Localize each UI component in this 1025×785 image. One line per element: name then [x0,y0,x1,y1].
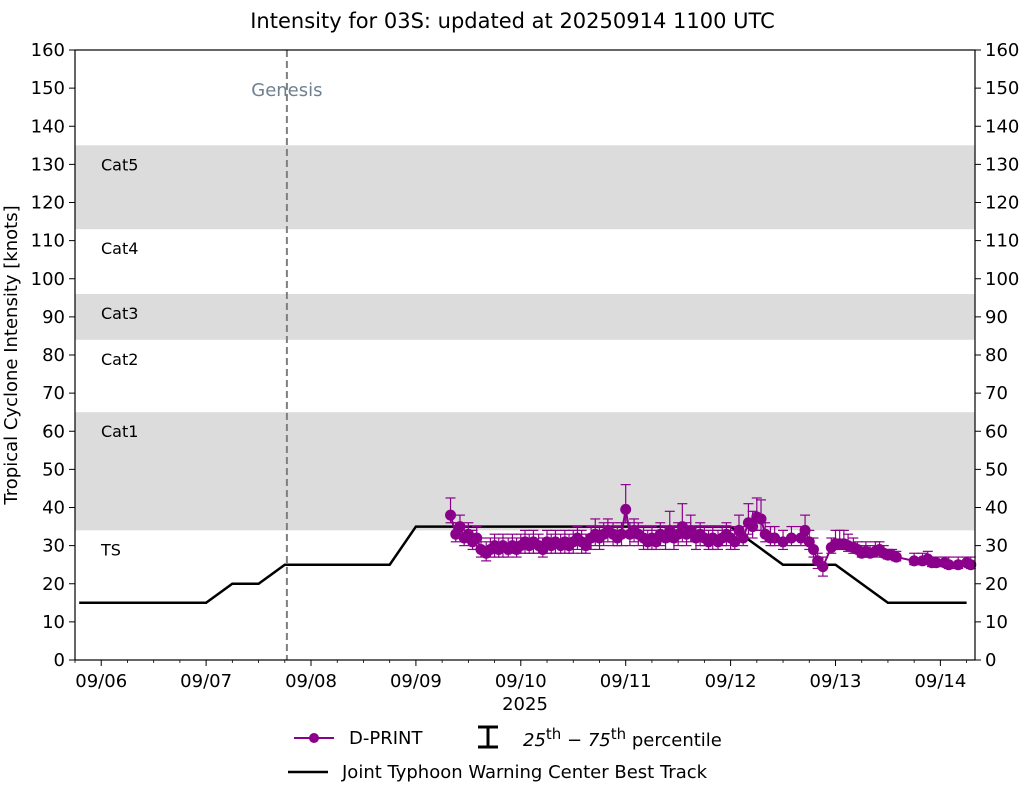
dprint-point [737,532,749,544]
dprint-point [952,559,964,571]
y-tick-label-left: 130 [31,154,65,175]
x-tick-label: 09/14 [914,671,966,692]
dprint-point [769,532,781,544]
y-tick-label-right: 110 [985,231,1019,252]
y-tick-label-left: 40 [42,498,65,519]
y-tick-label-left: 60 [42,421,65,442]
y-tick-label-left: 30 [42,536,65,557]
y-tick-label-right: 100 [985,269,1019,290]
x-tick-label: 09/06 [75,671,127,692]
genesis-label: Genesis [251,80,322,101]
y-tick-label-left: 70 [42,383,65,404]
dprint-point [445,509,457,521]
category-label-cat4: Cat4 [101,239,138,258]
dprint-point [817,561,829,573]
y-tick-label-right: 50 [985,459,1008,480]
dprint-point [616,528,628,540]
dprint-point [943,559,955,571]
category-band-cat4 [75,145,975,230]
dprint-point [965,559,977,571]
y-tick-label-right: 90 [985,307,1008,328]
y-tick-label-left: 50 [42,459,65,480]
y-tick-label-right: 40 [985,498,1008,519]
y-tick-label-right: 160 [985,40,1019,61]
dprint-point [890,551,902,563]
y-tick-label-right: 130 [985,154,1019,175]
y-tick-label-left: 140 [31,116,65,137]
y-tick-label-left: 110 [31,231,65,252]
dprint-point [755,513,767,525]
x-axis-label: 2025 [502,694,548,715]
y-tick-label-left: 120 [31,193,65,214]
y-tick-label-left: 0 [54,650,65,671]
y-tick-label-right: 150 [985,78,1019,99]
y-tick-label-right: 70 [985,383,1008,404]
category-label-cat3: Cat3 [101,304,138,323]
dprint-point [799,524,811,536]
y-tick-label-right: 60 [985,421,1008,442]
category-band-cat2 [75,294,975,340]
dprint-point [908,555,920,567]
x-tick-label: 09/10 [495,671,547,692]
y-tick-label-left: 90 [42,307,65,328]
category-label-cat5: Cat5 [101,155,138,174]
y-tick-label-left: 10 [42,612,65,633]
y-axis-label: Tropical Cyclone Intensity [knots] [1,205,22,505]
x-tick-label: 09/13 [810,671,862,692]
dprint-point [471,532,483,544]
dprint-point [785,532,797,544]
y-tick-label-right: 140 [985,116,1019,137]
y-tick-label-right: 80 [985,345,1008,366]
dprint-point [729,536,741,548]
y-tick-label-right: 120 [985,193,1019,214]
best-track-line [79,525,967,605]
chart-title: Intensity for 03S: updated at 20250914 1… [250,9,775,33]
dprint-point [777,536,789,548]
y-tick-label-left: 80 [42,345,65,366]
category-label-cat1: Cat1 [101,422,138,441]
category-label-cat2: Cat2 [101,350,138,369]
dprint-point [807,543,819,555]
dprint-point [747,521,759,533]
y-tick-label-right: 20 [985,574,1008,595]
category-label-ts: TS [100,540,121,559]
category-band-ts [75,412,975,531]
dprint-point [620,503,632,515]
y-tick-label-right: 0 [985,650,996,671]
x-tick-label: 09/11 [600,671,652,692]
dprint-point [930,557,942,569]
x-tick-label: 09/09 [390,671,442,692]
y-tick-label-left: 100 [31,269,65,290]
y-tick-label-left: 150 [31,78,65,99]
y-tick-label-left: 20 [42,574,65,595]
y-tick-label-right: 30 [985,536,1008,557]
x-tick-label: 09/07 [180,671,232,692]
x-tick-label: 09/08 [285,671,337,692]
y-tick-label-right: 10 [985,612,1008,633]
y-tick-label-left: 160 [31,40,65,61]
dprint-point [454,521,466,533]
x-tick-label: 09/12 [705,671,757,692]
